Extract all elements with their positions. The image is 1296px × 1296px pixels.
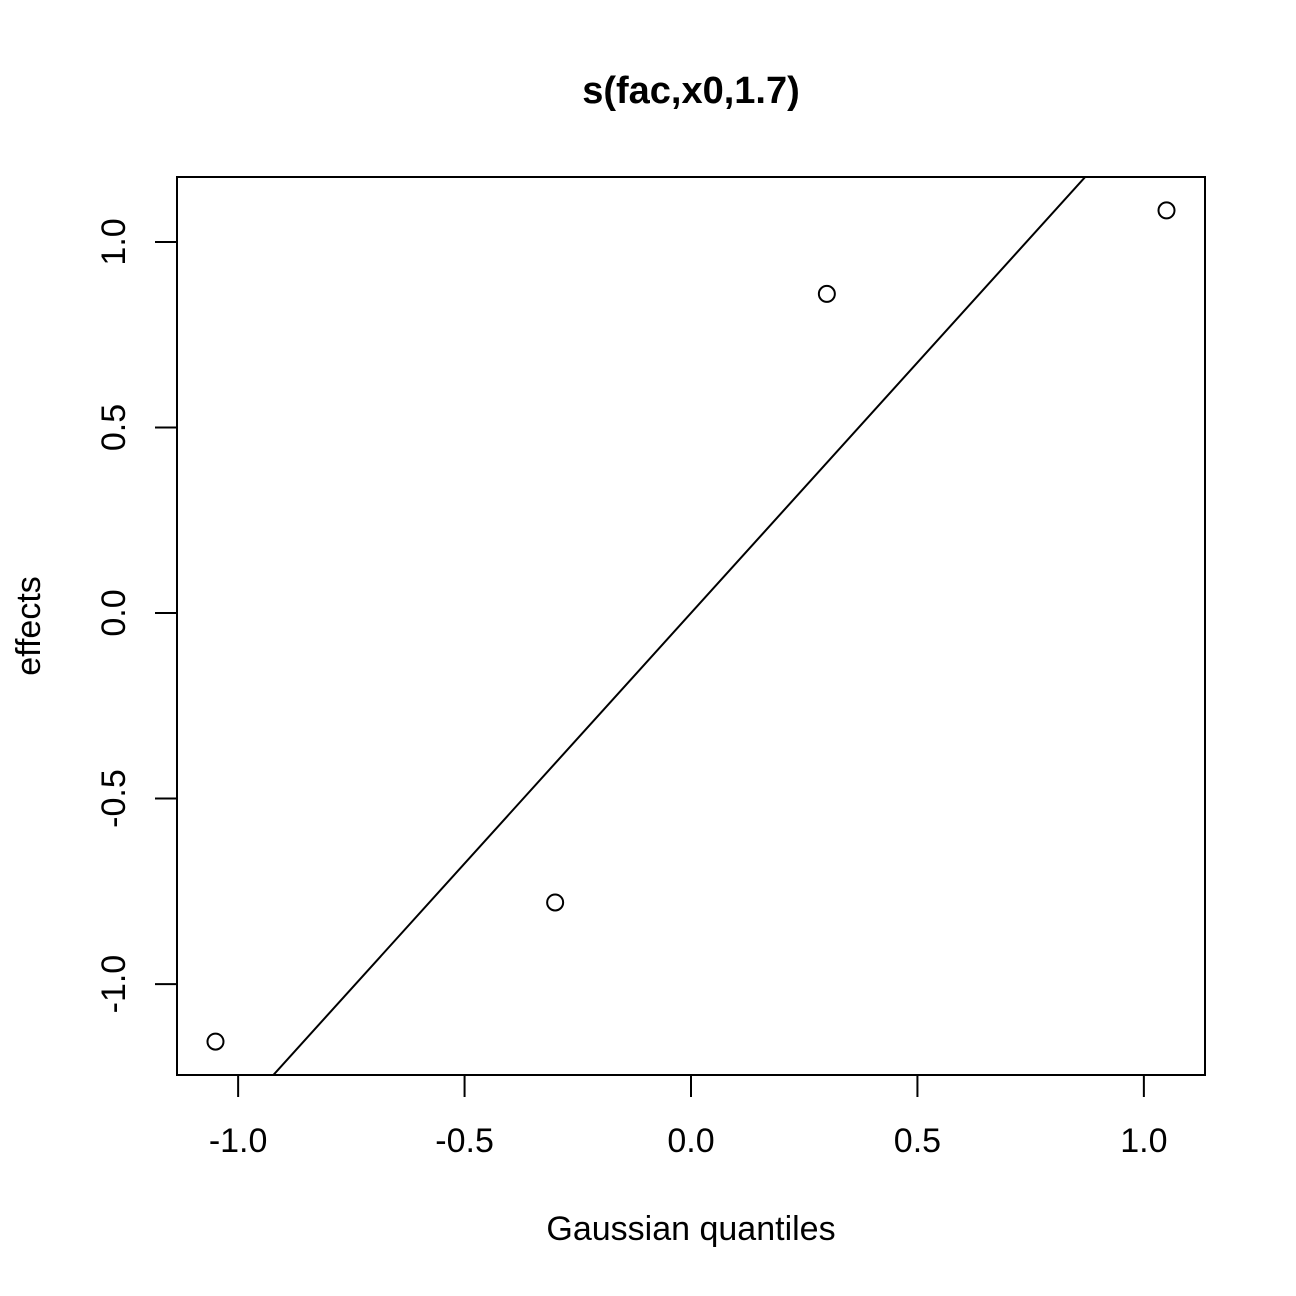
plot-area <box>206 177 1176 1075</box>
reference-line <box>272 177 1087 1075</box>
x-tick-label-3: 0.0 <box>667 1122 714 1160</box>
y-tick-label-5: 1.0 <box>95 218 133 265</box>
y-axis: -1.0 -0.5 0.0 0.5 1.0 <box>95 218 177 1013</box>
plot-frame <box>176 176 1206 1076</box>
y-tick-label-4: 0.5 <box>95 404 133 451</box>
x-tick-label-1: -1.0 <box>209 1122 268 1160</box>
x-tick-label-2: -0.5 <box>435 1122 494 1160</box>
y-axis-label: effects <box>10 576 48 676</box>
chart-title: s(fac,x0,1.7) <box>582 70 800 112</box>
x-axis: -1.0 -0.5 0.0 0.5 1.0 <box>209 1075 1167 1160</box>
x-tick-label-5: 1.0 <box>1120 1122 1167 1160</box>
data-point-3 <box>817 284 836 303</box>
y-tick-label-2: -0.5 <box>95 769 133 828</box>
data-point-1 <box>206 1032 225 1051</box>
x-axis-label: Gaussian quantiles <box>546 1210 835 1248</box>
data-point-4 <box>1157 201 1176 220</box>
y-tick-label-3: 0.0 <box>95 589 133 636</box>
data-point-2 <box>546 893 565 912</box>
x-tick-label-4: 0.5 <box>894 1122 941 1160</box>
y-tick-label-1: -1.0 <box>95 955 133 1014</box>
